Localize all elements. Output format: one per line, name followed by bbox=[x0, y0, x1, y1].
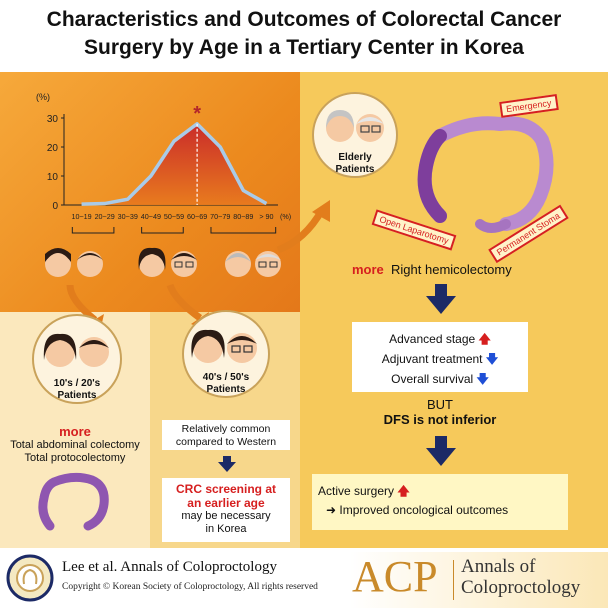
improved-outcomes-text: Improved oncological outcomes bbox=[339, 503, 509, 517]
outcome-row: Overall survival 🡇 bbox=[352, 369, 528, 389]
y-tick-label: 20 bbox=[47, 143, 59, 154]
crc-screening-box: CRC screening at an earlier age may be n… bbox=[162, 478, 290, 542]
middle-age-label: 40's / 50's Patients bbox=[182, 372, 270, 396]
small-colon-icon bbox=[38, 472, 109, 531]
age-distribution-chart: (%) 0 10 20 30 * 10~19 20~29 30~39 40~49 50~59 60~6… bbox=[36, 92, 291, 234]
y-axis-label: (%) bbox=[36, 92, 50, 102]
young-couple-icon bbox=[43, 333, 109, 367]
down-arrow-icon bbox=[426, 436, 456, 466]
x-tick-label: 20~29 bbox=[95, 212, 115, 221]
elderly-couple-icon bbox=[326, 110, 384, 142]
improved-row: ➜ Improved oncological outcomes bbox=[318, 500, 568, 520]
active-surgery-text: Active surgery bbox=[318, 484, 395, 498]
elderly-patients-circle bbox=[312, 92, 398, 178]
down-arrow-icon bbox=[426, 284, 456, 314]
outcome-adjuvant-treatment: Adjuvant treatment bbox=[381, 352, 483, 366]
title-line-2: Surgery by Age in a Tertiary Center in K… bbox=[84, 36, 524, 59]
title-line-1: Characteristics and Outcomes of Colorect… bbox=[46, 8, 562, 31]
down-arrow-icon: 🡇 bbox=[485, 352, 499, 366]
right-hemicolectomy-line: more Right hemicolectomy bbox=[352, 262, 512, 277]
outcome-advanced-stage: Advanced stage bbox=[389, 332, 476, 346]
bracket-middle bbox=[141, 227, 184, 234]
x-tick-label: 50~59 bbox=[164, 212, 184, 221]
x-tick-label: 40~49 bbox=[141, 212, 161, 221]
but-text: BUT bbox=[427, 397, 453, 412]
outcomes-box: Advanced stage 🡅 Adjuvant treatment 🡇 Ov… bbox=[352, 322, 528, 392]
journal-brand-band bbox=[350, 552, 608, 608]
in-korea-text: in Korea bbox=[205, 523, 247, 535]
middle-age-label-line-2: Patients bbox=[206, 384, 246, 395]
bracket-young bbox=[71, 227, 115, 234]
journal-name-line-2: Coloproctology bbox=[461, 577, 581, 598]
journal-name: Annals of Coloproctology bbox=[461, 556, 580, 598]
x-tick-label: > 90 bbox=[259, 212, 273, 221]
active-surgery-row: Active surgery 🡅 bbox=[318, 482, 568, 500]
x-axis-unit: (%) bbox=[280, 212, 291, 221]
y-tick-label: 30 bbox=[47, 114, 59, 125]
elderly-label-line-2: Patients bbox=[335, 164, 375, 175]
right-arrow-icon: ➜ bbox=[326, 503, 337, 517]
copyright-text: Copyright © Korean Society of Coloprocto… bbox=[62, 582, 318, 592]
x-tick-label: 10~19 bbox=[71, 212, 91, 221]
x-tick-label: 60~69 bbox=[187, 212, 207, 221]
active-surgery-box: Active surgery 🡅 ➜ Improved oncological … bbox=[312, 474, 568, 530]
page-title: Characteristics and Outcomes of Colorect… bbox=[0, 6, 608, 62]
distribution-area bbox=[81, 123, 267, 205]
x-tick-label: 70~79 bbox=[210, 212, 230, 221]
bracket-elderly bbox=[210, 227, 277, 234]
journal-name-line-1: Annals of bbox=[461, 556, 536, 577]
relatively-common-box: Relatively common compared to Western bbox=[162, 420, 290, 450]
down-arrow-icon bbox=[218, 456, 236, 472]
citation-text: Lee et al. Annals of Coloproctology bbox=[62, 559, 277, 575]
acp-logo-text: ACP bbox=[352, 552, 438, 601]
x-tick-label: 80~89 bbox=[233, 212, 253, 221]
relatively-common-text: Relatively common bbox=[181, 423, 271, 435]
middle-age-faces-icon bbox=[138, 247, 197, 277]
society-seal-icon bbox=[6, 554, 54, 602]
more-word-young: more bbox=[59, 424, 91, 439]
y-tick-label: 10 bbox=[47, 172, 59, 183]
earlier-age-text: an earlier age bbox=[187, 496, 265, 510]
outcome-row: Advanced stage 🡅 bbox=[352, 329, 528, 349]
compared-to-western-text: compared to Western bbox=[175, 436, 277, 448]
elderly-faces-icon bbox=[225, 251, 281, 277]
colon-illustration-icon bbox=[417, 116, 554, 233]
young-label: 10's / 20's Patients bbox=[32, 378, 122, 402]
total-protocolectomy-text: Total protocolectomy bbox=[24, 452, 126, 464]
arrow-to-elderly-icon bbox=[276, 208, 326, 254]
young-label-line-2: Patients bbox=[57, 390, 97, 401]
middle-age-couple-icon bbox=[191, 329, 257, 363]
may-be-necessary-text: may be necessary bbox=[181, 510, 271, 522]
total-abdominal-colectomy-text: Total abdominal colectomy bbox=[10, 439, 140, 451]
right-hemicolectomy-text: Right hemicolectomy bbox=[391, 262, 512, 277]
peak-marker: * bbox=[193, 103, 201, 125]
up-arrow-icon: 🡅 bbox=[397, 484, 410, 498]
young-label-line-1: 10's / 20's bbox=[53, 378, 101, 389]
x-tick-label: 30~39 bbox=[118, 212, 138, 221]
outcome-row: Adjuvant treatment 🡇 bbox=[352, 349, 528, 369]
middle-age-label-line-1: 40's / 50's bbox=[202, 372, 250, 383]
arrow-to-middle-icon bbox=[166, 283, 203, 321]
dfs-text: DFS is not inferior bbox=[383, 412, 497, 427]
crc-screening-text: CRC screening at bbox=[175, 482, 277, 496]
elderly-label: Elderly Patients bbox=[312, 152, 398, 176]
y-tick-label: 0 bbox=[52, 201, 58, 212]
young-faces-icon bbox=[45, 248, 103, 277]
elderly-label-line-1: Elderly bbox=[338, 152, 372, 163]
outcome-overall-survival: Overall survival bbox=[391, 372, 474, 386]
age-group-people-illustration bbox=[45, 247, 281, 277]
down-arrow-icon: 🡇 bbox=[476, 372, 489, 386]
more-word-elderly: more bbox=[352, 262, 384, 277]
logo-divider bbox=[453, 560, 454, 600]
up-arrow-icon: 🡅 bbox=[478, 332, 491, 346]
